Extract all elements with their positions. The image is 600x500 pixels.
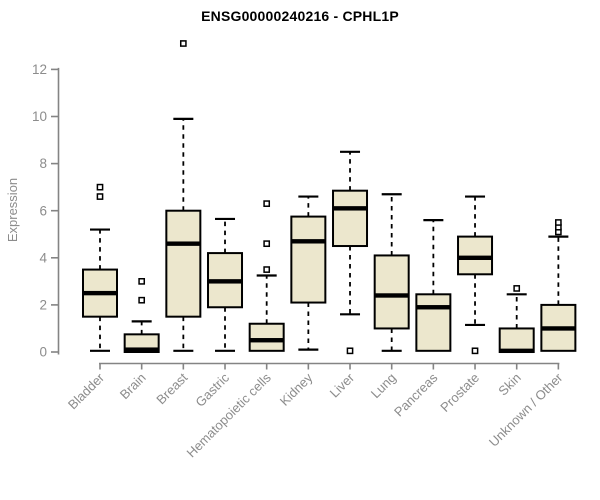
y-axis-title: Expression [5, 177, 20, 243]
median-line [499, 348, 534, 354]
boxplot-kidney [290, 195, 327, 351]
median-line [416, 305, 451, 310]
y-tick-label: 0 [39, 345, 47, 360]
x-tick-label-breast: Breast [153, 370, 190, 407]
chart-title: ENSG00000240216 - CPHL1P [201, 8, 399, 24]
iqr-box [165, 209, 202, 318]
boxplot-unknown-other [540, 219, 577, 352]
iqr-box [290, 215, 327, 304]
boxplot-brain [123, 278, 160, 353]
y-tick-label: 12 [32, 62, 47, 77]
boxplot-lung [373, 193, 410, 352]
y-tick-label: 8 [39, 156, 47, 171]
boxplot-liver [332, 150, 369, 355]
iqr-box [457, 235, 494, 276]
boxplot-bladder [82, 183, 118, 352]
median-line [124, 347, 159, 352]
x-tick-label-bladder: Bladder [65, 370, 108, 413]
x-tick-label-skin: Skin [495, 370, 523, 398]
iqr-box [415, 293, 452, 352]
outlier-point [96, 193, 104, 200]
boxplot-gastric [207, 217, 244, 352]
outlier-point [471, 347, 479, 355]
median-line [333, 206, 368, 211]
x-tick-label-prostate: Prostate [437, 370, 482, 415]
boxplot-prostate [457, 195, 494, 355]
outlier-point [346, 347, 354, 355]
outlier-point [96, 183, 104, 191]
median-line [541, 326, 576, 331]
median-line [374, 293, 409, 298]
x-tick-label-pancreas: Pancreas [391, 370, 441, 420]
x-tick-label-gastric: Gastric [192, 370, 232, 410]
median-line [458, 255, 493, 260]
median-line [208, 279, 243, 284]
outlier-point [513, 285, 521, 292]
x-tick-label-unknown-other: Unknown / Other [486, 370, 566, 450]
y-tick-label: 6 [39, 203, 47, 218]
outlier-point [179, 40, 187, 47]
iqr-box [498, 327, 535, 354]
x-tick-label-kidney: Kidney [277, 370, 316, 409]
outlier-point [263, 240, 271, 248]
boxplot-breast [165, 40, 202, 352]
outlier-point [263, 200, 271, 207]
boxplot-pancreas [415, 219, 452, 352]
y-tick-label: 2 [39, 298, 47, 313]
boxplot-hematopoietic-cells [248, 200, 285, 352]
iqr-box [248, 322, 285, 352]
outlier-point [138, 278, 146, 285]
median-line [166, 241, 201, 246]
median-line [83, 290, 117, 296]
outlier-point [263, 266, 271, 273]
y-tick-label: 4 [39, 250, 47, 265]
boxplot-skin [498, 285, 535, 354]
x-tick-label-lung: Lung [368, 370, 399, 401]
outlier-point [138, 296, 146, 304]
median-line [291, 239, 326, 244]
x-tick-label-brain: Brain [117, 370, 149, 402]
y-tick-label: 10 [32, 109, 47, 124]
iqr-box [373, 254, 410, 330]
iqr-box [332, 189, 369, 248]
median-line [249, 338, 284, 343]
x-tick-label-liver: Liver [327, 370, 358, 401]
outlier-point [555, 219, 562, 226]
